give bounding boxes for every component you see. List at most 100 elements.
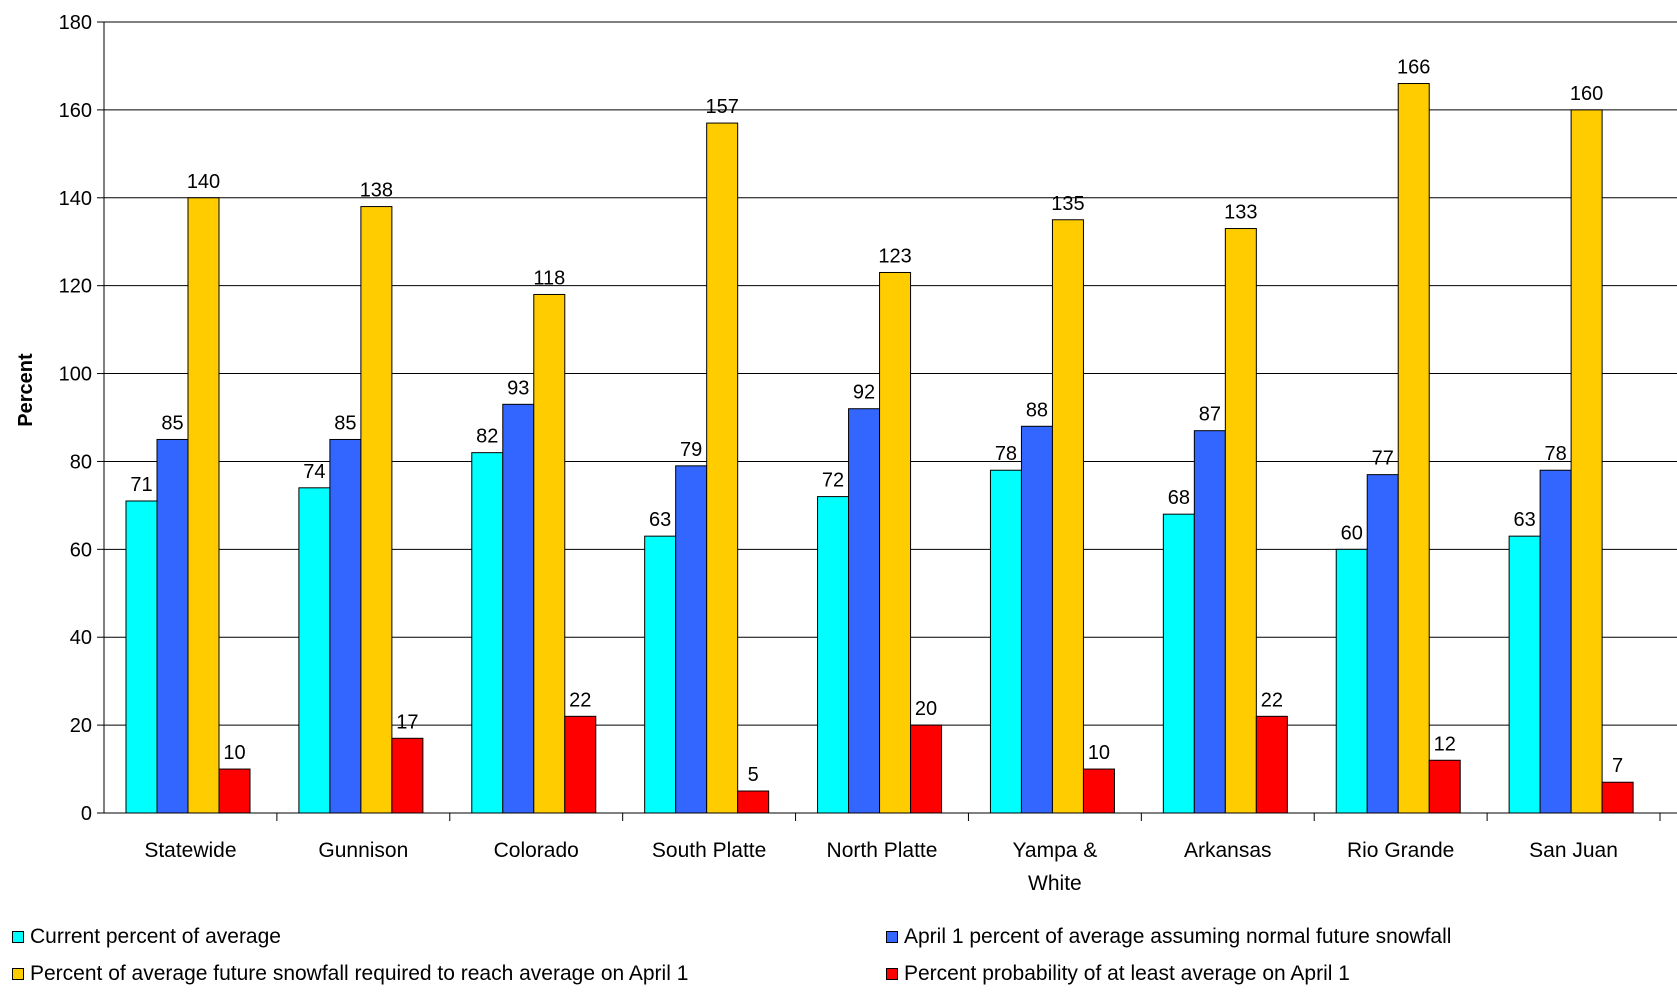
bar	[1020, 425, 1053, 814]
bar	[187, 197, 220, 814]
bar	[848, 408, 881, 814]
legend-swatch	[12, 931, 24, 943]
data-label: 133	[1224, 202, 1257, 224]
category-label: South Platte	[652, 839, 766, 862]
data-label: 79	[680, 439, 702, 461]
data-label: 20	[915, 698, 937, 720]
bar	[1508, 535, 1541, 814]
bar	[156, 438, 189, 814]
category-label: Statewide	[144, 839, 236, 862]
category-label: White	[1028, 872, 1082, 895]
bar	[910, 724, 943, 814]
category-label: Rio Grande	[1347, 839, 1454, 862]
data-label: 77	[1372, 448, 1394, 470]
legend-item: Current percent of average	[12, 925, 281, 949]
legend-swatch	[12, 968, 24, 980]
category-label: Gunnison	[318, 839, 408, 862]
data-label: 7	[1612, 755, 1623, 777]
y-tick-label: 160	[59, 100, 92, 122]
data-label: 140	[187, 171, 220, 193]
data-label: 10	[1088, 742, 1110, 764]
data-label: 22	[1261, 689, 1283, 711]
bar	[1601, 781, 1634, 814]
category-label: North Platte	[827, 839, 938, 862]
bars	[125, 83, 1634, 814]
bar	[502, 403, 535, 814]
data-label: 22	[569, 689, 591, 711]
bar	[879, 271, 912, 814]
y-tick-label: 60	[70, 539, 92, 561]
bar	[125, 500, 158, 814]
bar	[471, 452, 504, 814]
legend-swatch	[886, 968, 898, 980]
chart: 71 74 82 63 72 78 68 60 63 85 85 93 79 92 88 87 77 78 140 1…	[15, 12, 1677, 895]
bar	[1428, 759, 1461, 814]
y-tick-label: 120	[59, 276, 92, 298]
data-label: 92	[853, 382, 875, 404]
bar	[706, 122, 739, 814]
y-axis-label: Percent	[15, 353, 37, 427]
data-label: 10	[223, 742, 245, 764]
data-label: 63	[1513, 509, 1535, 531]
bar	[1193, 430, 1226, 814]
y-tick-label: 40	[70, 627, 92, 649]
bar	[360, 206, 393, 814]
legend-item: Percent probability of at least average …	[886, 962, 1350, 986]
bar	[1335, 548, 1368, 814]
data-label: 68	[1168, 487, 1190, 509]
y-tick-label: 140	[59, 188, 92, 210]
legend-swatch	[886, 931, 898, 943]
bar	[644, 535, 677, 814]
data-label: 157	[705, 96, 738, 118]
bar	[1082, 768, 1115, 814]
data-label: 63	[649, 509, 671, 531]
data-label: 71	[130, 474, 152, 496]
data-label: 78	[1544, 443, 1566, 465]
legend-item: Percent of average future snowfall requi…	[12, 962, 688, 986]
bar	[1255, 715, 1288, 814]
category-label: Yampa &	[1012, 839, 1097, 862]
category-label: Colorado	[494, 839, 579, 862]
data-label: 78	[995, 443, 1017, 465]
y-tick-label: 80	[70, 451, 92, 473]
bar	[1224, 228, 1257, 814]
bar	[1051, 219, 1084, 814]
bar	[1570, 109, 1603, 814]
y-tick-label: 180	[59, 12, 92, 34]
data-label: 85	[161, 412, 183, 434]
bar	[533, 293, 566, 814]
axes: 0 20 40 60 80 100 120 140 160 180 Statewide Gunniso…	[59, 12, 1677, 895]
data-label: 93	[507, 377, 529, 399]
data-label: 138	[360, 180, 393, 202]
bar	[298, 487, 331, 814]
bar	[737, 790, 770, 814]
bar	[817, 496, 850, 814]
bar	[1366, 474, 1399, 814]
data-label: 166	[1397, 57, 1430, 79]
bar	[329, 438, 362, 814]
data-label: 160	[1570, 83, 1603, 105]
category-label: Arkansas	[1184, 839, 1272, 862]
y-tick-label: 100	[59, 364, 92, 386]
data-label: 118	[533, 267, 565, 289]
legend: Current percent of average April 1 percen…	[0, 925, 1677, 995]
bar	[564, 715, 597, 814]
data-label: 12	[1434, 733, 1456, 755]
legend-label: April 1 percent of average assuming norm…	[904, 925, 1452, 948]
legend-item: April 1 percent of average assuming norm…	[886, 925, 1451, 949]
data-label: 85	[334, 412, 356, 434]
legend-label: Percent probability of at least average …	[904, 962, 1350, 985]
data-label: 82	[476, 426, 498, 448]
bar	[1539, 469, 1572, 814]
bar	[675, 465, 708, 814]
y-tick-label: 20	[70, 715, 92, 737]
data-labels: 71 74 82 63 72 78 68 60 63 85 85 93 79 92 88 87 77 78 140 1…	[130, 57, 1623, 787]
data-label: 88	[1026, 399, 1048, 421]
data-label: 72	[822, 470, 844, 492]
bar	[1162, 513, 1195, 814]
data-label: 17	[396, 711, 418, 733]
data-label: 87	[1199, 404, 1221, 426]
bar	[1397, 83, 1430, 814]
y-tick-label: 0	[81, 803, 92, 825]
data-label: 5	[748, 764, 759, 786]
